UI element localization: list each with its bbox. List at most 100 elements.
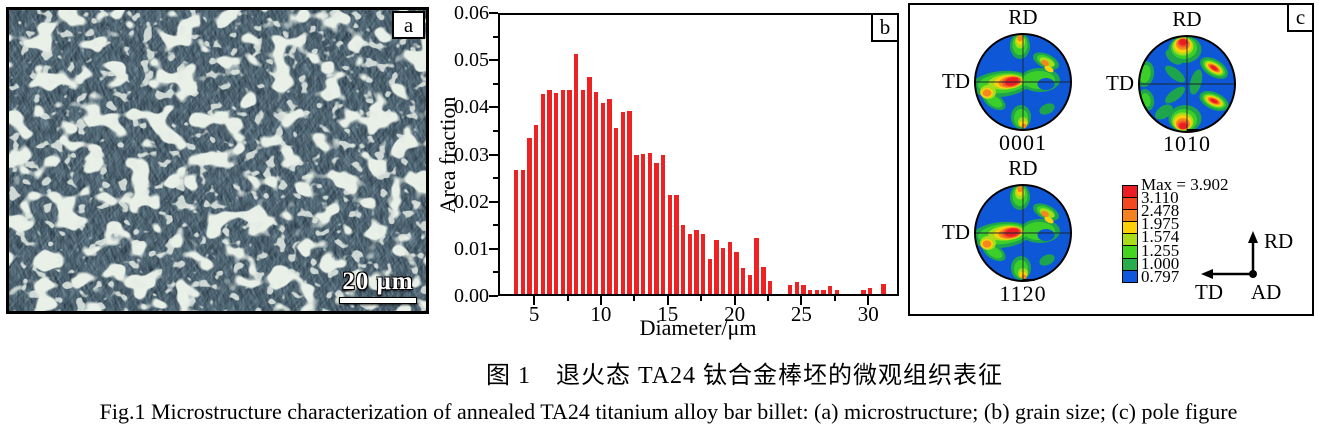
histogram-bar	[834, 289, 840, 294]
y-minor-tick	[493, 177, 498, 180]
y-tick-label: 0.00	[454, 285, 489, 307]
histogram-bar	[607, 99, 612, 294]
histogram-bar	[614, 128, 619, 294]
histogram-bar	[647, 153, 652, 294]
histogram-bar	[627, 111, 632, 294]
histogram-bar	[553, 93, 559, 294]
caption-chinese: 图 1 退火态 TA24 钛合金棒坯的微观组织表征	[485, 363, 1004, 389]
x-major-tick	[666, 296, 669, 305]
y-major-tick	[489, 106, 498, 109]
caption-english: Fig.1 Microstructure characterization of…	[99, 399, 1238, 424]
histogram-bar	[634, 154, 639, 294]
y-major-tick	[489, 153, 498, 156]
pole-1120-caption: 1120	[999, 281, 1047, 306]
histogram-bar	[594, 91, 599, 294]
histogram-bar	[600, 102, 606, 294]
color-scale-cell	[1122, 269, 1138, 283]
color-scale-value: 1.574	[1141, 227, 1180, 247]
histogram-bar	[787, 284, 793, 294]
panel-a-micrograph: a 20 μm	[6, 7, 429, 314]
histogram-bar	[640, 154, 646, 294]
y-minor-tick	[493, 82, 498, 85]
histogram-bar	[827, 285, 833, 294]
x-axis-label: Diameter/μm	[639, 315, 757, 340]
pole-1010-rd-label: RD	[1172, 7, 1202, 31]
pole-0001-td-label: TD	[942, 69, 970, 93]
histogram-bar	[687, 234, 692, 294]
x-major-tick	[733, 296, 736, 305]
color-scale-value: 1.000	[1141, 253, 1180, 273]
pole-figure-0001	[973, 32, 1073, 132]
pole-figure-color-scale	[1122, 185, 1138, 283]
y-minor-tick	[493, 35, 498, 38]
color-scale-value: 2.478	[1141, 201, 1180, 221]
histogram-bar	[573, 53, 579, 294]
y-major-tick	[489, 59, 498, 62]
grain-size-histogram: b	[498, 13, 899, 296]
pole-1120-rd-label: RD	[1008, 156, 1038, 180]
color-scale-value: 3.110	[1141, 188, 1179, 208]
histogram-bar	[814, 289, 819, 294]
x-tick-label: 5	[528, 302, 540, 326]
pole-1120-td-label: TD	[942, 220, 970, 244]
color-scale-value: 1.255	[1141, 240, 1180, 260]
histogram-bar	[580, 90, 586, 294]
histogram-bar	[667, 194, 672, 294]
histogram-bar	[741, 268, 746, 294]
y-major-tick	[489, 295, 498, 297]
pole-0001-caption: 0001	[999, 130, 1047, 155]
color-scale-max-label: Max = 3.902	[1141, 175, 1229, 194]
histogram-bar	[654, 163, 659, 294]
histogram-bar	[680, 225, 686, 294]
scale-bar-text: 20 μm	[342, 268, 414, 295]
y-minor-tick	[493, 129, 498, 132]
x-minor-tick	[833, 296, 836, 301]
pole-figure-1120	[973, 183, 1073, 283]
histogram-bar	[747, 274, 753, 294]
histogram-bar	[821, 289, 826, 294]
y-major-tick	[489, 12, 498, 14]
y-tick-label: 0.01	[454, 237, 489, 260]
histogram-bar	[533, 125, 539, 294]
histogram-bar	[767, 280, 773, 294]
y-major-tick	[489, 247, 498, 250]
histogram-bar	[707, 259, 713, 294]
histogram-bar	[754, 237, 759, 294]
histogram-bar	[801, 284, 806, 294]
x-minor-tick	[700, 296, 703, 301]
histogram-bar	[674, 194, 679, 294]
x-major-tick	[599, 296, 602, 305]
histogram-bar	[520, 169, 525, 294]
orientation-axes-icon	[1201, 231, 1258, 279]
histogram-bar	[721, 247, 726, 294]
x-minor-tick	[633, 296, 636, 301]
panel-a-label: a	[392, 11, 425, 39]
pole-0001-rd-label: RD	[1008, 5, 1038, 29]
histogram-bar	[547, 90, 552, 294]
x-minor-tick	[566, 296, 569, 301]
y-minor-tick	[493, 271, 498, 274]
histogram-bar	[587, 77, 592, 294]
triad-rd-label: RD	[1264, 229, 1294, 253]
color-scale-value: 1.975	[1141, 214, 1180, 234]
histogram-bar	[527, 138, 532, 294]
histogram-bar	[700, 234, 706, 294]
x-tick-label: 20	[724, 302, 746, 326]
y-tick-label: 0.03	[454, 143, 489, 166]
triad-td-label: TD	[1195, 280, 1223, 304]
y-tick-label: 0.05	[454, 49, 489, 72]
y-tick-label: 0.06	[454, 2, 489, 24]
histogram-bar	[560, 90, 565, 294]
color-scale-value: 0.797	[1141, 266, 1180, 286]
histogram-bar	[540, 94, 545, 294]
histogram-bar	[881, 283, 886, 294]
triad-ad-label: AD	[1251, 280, 1282, 304]
panel-b-label: b	[871, 13, 899, 42]
micrograph-image	[9, 10, 426, 311]
scale-bar: 20 μm	[339, 268, 417, 304]
x-tick-label: 30	[857, 302, 879, 326]
y-tick-label: 0.04	[454, 96, 489, 119]
histogram-bar	[868, 287, 873, 294]
pole-1010-caption: 1010	[1163, 131, 1211, 156]
